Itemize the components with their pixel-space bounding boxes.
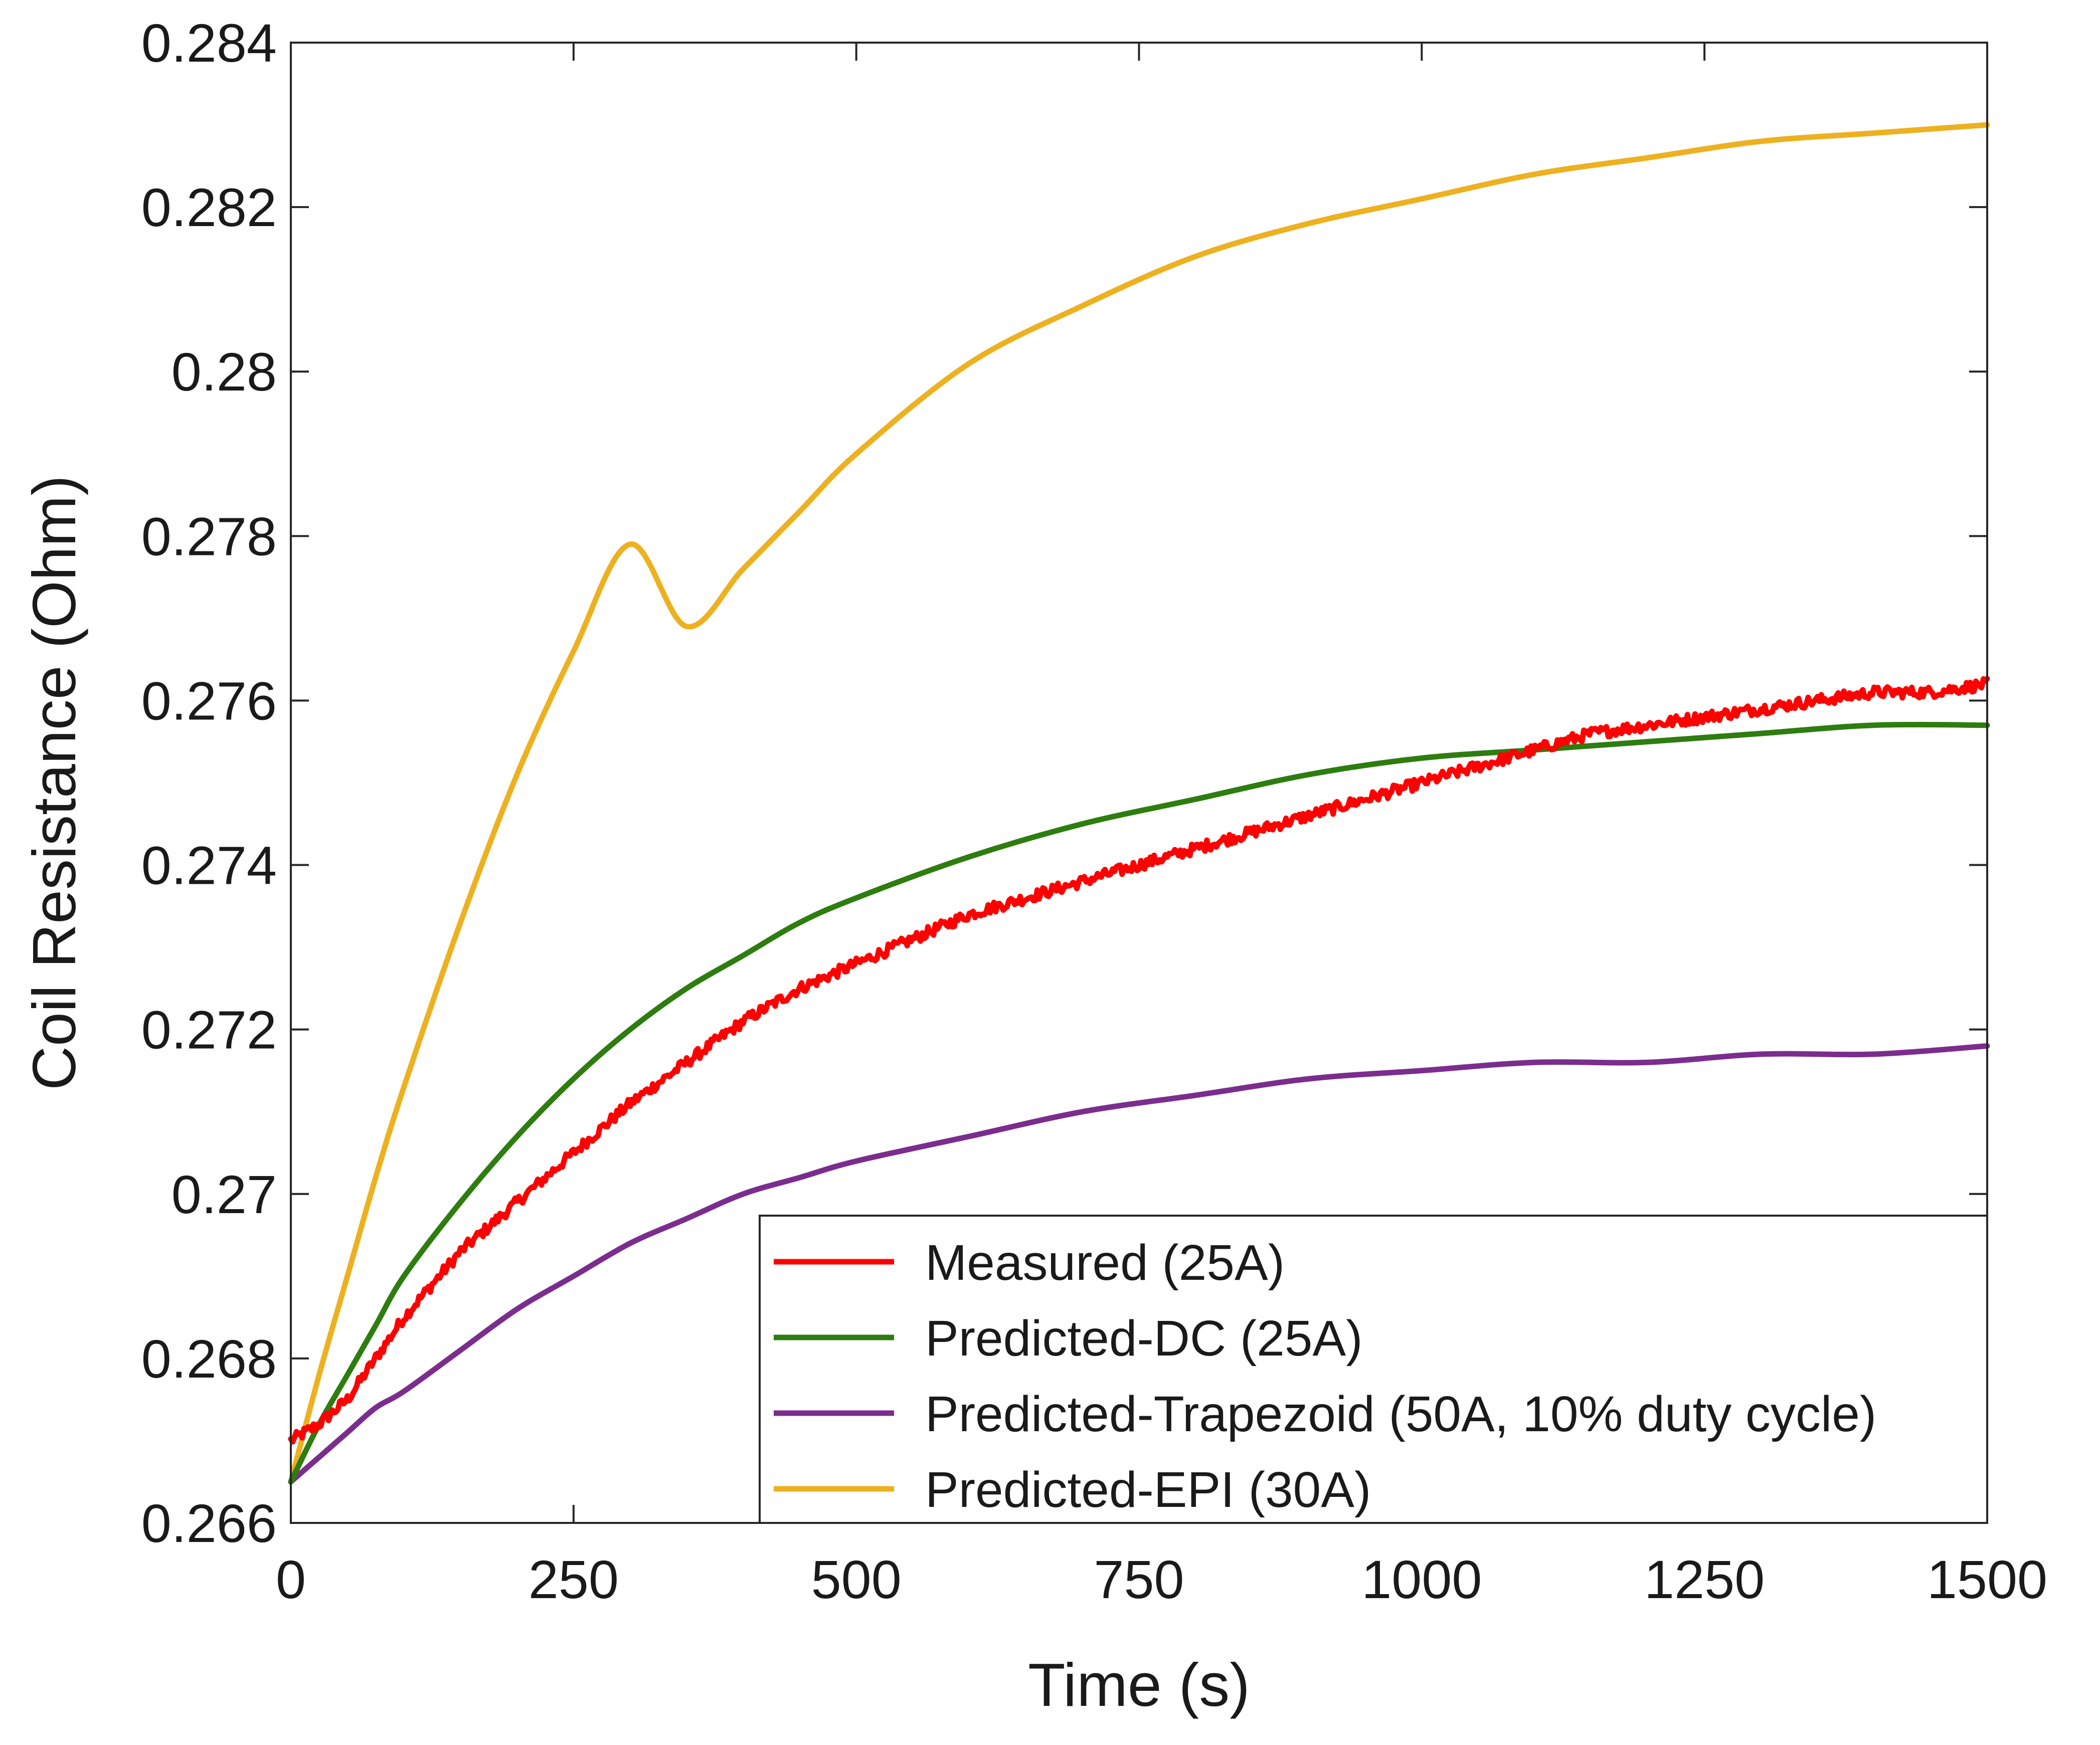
ticks-layer: 0 250 500 750 1000 1250 1500 0.266 0.268 0.27 0.27… — [141, 13, 2047, 1610]
legend-label-3: Predicted-EPI (30A) — [925, 1462, 1371, 1518]
y-tick-label: 0.272 — [141, 1000, 277, 1060]
legend: Measured (25A) Predicted-DC (25A) Predicte… — [759, 1215, 1988, 1524]
x-tick-label: 250 — [529, 1549, 619, 1610]
x-tick-label: 1000 — [1361, 1549, 1482, 1610]
legend-label-1: Predicted-DC (25A) — [925, 1310, 1363, 1367]
y-tick-label: 0.278 — [141, 506, 277, 566]
x-tick-label: 0 — [276, 1549, 306, 1610]
y-tick-label: 0.282 — [141, 177, 277, 238]
y-tick-label: 0.284 — [141, 13, 277, 73]
series-line-2 — [288, 1043, 1990, 1485]
y-tick-label: 0.276 — [141, 670, 277, 731]
series-line-3 — [288, 122, 1990, 1485]
y-tick-label: 0.274 — [141, 835, 277, 896]
y-tick-label: 0.27 — [171, 1164, 277, 1225]
x-tick-label: 750 — [1094, 1549, 1184, 1610]
x-tick-label: 1250 — [1644, 1549, 1765, 1610]
series-line-0 — [288, 676, 1990, 1445]
x-tick-label: 1500 — [1927, 1549, 2047, 1610]
legend-box — [759, 1215, 1988, 1524]
series-line-1 — [288, 721, 1990, 1485]
x-tick-label: 500 — [811, 1549, 902, 1610]
y-tick-label: 0.266 — [141, 1493, 277, 1554]
legend-label-0: Measured (25A) — [925, 1235, 1285, 1291]
series-layer — [288, 122, 1990, 1485]
y-tick-label: 0.268 — [141, 1328, 277, 1389]
legend-label-2: Predicted-Trapezoid (50A, 10% duty cycle… — [925, 1386, 1876, 1442]
y-tick-label: 0.28 — [171, 341, 277, 402]
y-axis-label: Coil Resistance (Ohm) — [20, 475, 88, 1090]
x-axis-label: Time (s) — [1028, 1651, 1250, 1719]
